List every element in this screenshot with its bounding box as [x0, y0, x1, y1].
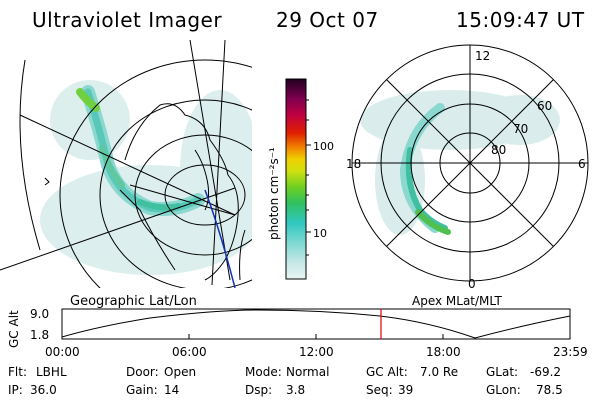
- mlat-label-60: 60: [537, 99, 552, 113]
- status-gain-label: Gain:: [126, 383, 158, 397]
- status-door-value: Open: [164, 365, 196, 379]
- status-dsp-value: 3.8: [286, 383, 305, 397]
- status-seq-value: 39: [398, 383, 413, 397]
- altitude-strip: GC Alt 9.0 1.8 00:00 06:00 12:00 18:00 2…: [7, 307, 588, 359]
- status-ip-value: 36.0: [30, 383, 57, 397]
- lat-lon-grid: [0, 40, 252, 288]
- polar-caption: Apex MLat/MLT: [412, 294, 502, 308]
- altitude-axis-label: GC Alt: [7, 310, 21, 348]
- instrument-title: Ultraviolet Imager: [32, 8, 223, 32]
- time-tick-0000: 00:00: [45, 345, 80, 359]
- altitude-tick-low: 1.8: [30, 328, 49, 342]
- mlt-label-6: 6: [578, 157, 586, 171]
- status-gcalt-value: 7.0 Re: [420, 365, 458, 379]
- status-door-label: Door:: [126, 365, 159, 379]
- colorbar: 100 10 photon cm⁻²s⁻¹: [267, 78, 334, 280]
- status-glon-label: GLon:: [486, 383, 521, 397]
- status-readout: Flt: LBHL IP: 36.0 Door: Open Gain: 14 M…: [8, 365, 563, 397]
- status-filter-value: LBHL: [36, 365, 67, 379]
- observation-date: 29 Oct 07: [276, 8, 379, 32]
- geo-map-caption: Geographic Lat/Lon: [70, 294, 197, 309]
- time-tick-1200: 12:00: [299, 345, 334, 359]
- mlat-label-70: 70: [513, 122, 528, 136]
- mlt-label-18: 18: [346, 157, 361, 171]
- mlt-label-12: 12: [475, 49, 490, 63]
- geographic-map: [0, 40, 252, 288]
- aurora-background-haze: [40, 80, 252, 275]
- colorbar-unit-label: photon cm⁻²s⁻¹: [267, 147, 281, 240]
- status-gcalt-label: GC Alt:: [366, 365, 408, 379]
- time-tick-1800: 18:00: [426, 345, 461, 359]
- altitude-curve: [61, 309, 571, 339]
- status-glat-value: -69.2: [530, 365, 561, 379]
- status-gain-value: 14: [164, 383, 179, 397]
- status-ip-label: IP:: [8, 383, 23, 397]
- mlat-label-80: 80: [491, 143, 506, 157]
- polar-grid: [351, 44, 589, 282]
- status-mode-label: Mode:: [245, 365, 282, 379]
- colorbar-tick-10: 10: [313, 227, 327, 240]
- status-filter-label: Flt:: [8, 365, 27, 379]
- altitude-tick-high: 9.0: [30, 307, 49, 321]
- colorbar-tick-100: 100: [313, 140, 334, 153]
- aurora-oval: [76, 85, 205, 216]
- observation-time: 15:09:47 UT: [456, 8, 585, 32]
- status-seq-label: Seq:: [366, 383, 393, 397]
- status-glon-value: 78.5: [536, 383, 563, 397]
- time-tick-0600: 06:00: [172, 345, 207, 359]
- status-dsp-label: Dsp:: [245, 383, 272, 397]
- time-tick-2359: 23:59: [553, 345, 588, 359]
- terminator-line: [204, 189, 236, 288]
- status-mode-value: Normal: [286, 365, 329, 379]
- mlt-label-0: 0: [468, 277, 476, 291]
- status-glat-label: GLat:: [486, 365, 518, 379]
- polar-plot: 12 0 18 6 60 70 80: [346, 44, 589, 291]
- coastline: [44, 103, 246, 281]
